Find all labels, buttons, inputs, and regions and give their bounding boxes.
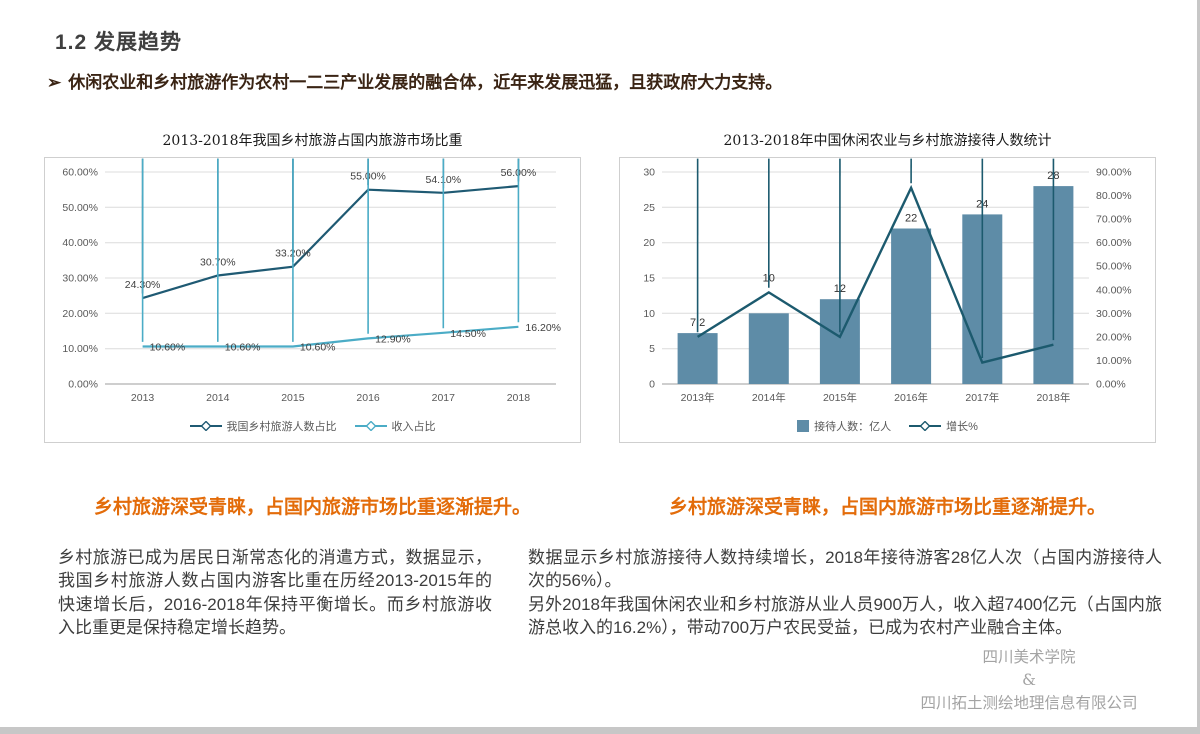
bullet-text: 休闲农业和乡村旅游作为农村一二三产业发展的融合体，近年来发展迅猛，且获政府大力支… [68, 73, 783, 92]
legend-label: 增长% [946, 421, 978, 433]
x-axis-tick-label: 2013 [131, 392, 155, 404]
y-axis-tick-label: 0.00% [68, 379, 98, 391]
left-axis-tick-label: 5 [649, 343, 655, 355]
line-series [142, 185, 519, 300]
legend-item: 我国乡村旅游人数占比 [189, 418, 337, 434]
data-label: 12.90% [375, 333, 411, 345]
right-axis-tick-label: 90.00% [1096, 167, 1132, 179]
x-axis-tick-label: 2013年 [681, 391, 715, 404]
right-axis-tick-label: 10.00% [1096, 355, 1132, 367]
legend-label: 接待人数：亿人 [814, 421, 892, 433]
right-axis-tick-label: 0.00% [1096, 379, 1126, 391]
chart-title-right: 2013-2018年中国休闲农业与乡村旅游接待人数统计 [723, 133, 1052, 149]
x-axis-tick-label: 2017年 [965, 391, 999, 404]
growth-line [696, 184, 1054, 365]
right-axis-tick-label: 20.00% [1096, 331, 1132, 343]
arrow-bullet-icon: ➢ [47, 73, 62, 92]
data-label: 10.60% [150, 342, 186, 354]
bar-data-label: 22 [905, 213, 917, 225]
watermark-line: & [1022, 671, 1036, 689]
legend-item: 增长% [909, 418, 978, 434]
reception-combo-chart: 0 5 10 15 20 25 30 0.00% 10.00% 20.00% 30.00% 40.00… [643, 158, 1132, 404]
y-axis-tick-label: 60.00% [62, 167, 98, 179]
y-axis-tick-label: 10.00% [62, 343, 98, 355]
bullet-point: ➢ 休闲农业和乡村旅游作为农村一二三产业发展的融合体，近年来发展迅猛，且获政府大力… [47, 68, 1147, 93]
body-paragraph-right: 数据显示乡村旅游接待人数持续增长，2018年接待游客28亿人次（占国内游接待人次… [528, 546, 1162, 640]
watermark: 四川美术学院 & 四川拓土测绘地理信息有限公司 [869, 646, 1189, 715]
x-axis-tick-label: 2015 [281, 392, 305, 404]
market-share-chart-block: 2013-2018年我国乡村旅游占国内旅游市场比重 0.00% 10.00% 20.… [44, 130, 581, 443]
x-axis-tick-label: 2014 [206, 392, 230, 404]
legend-line-swatch [354, 421, 387, 431]
data-label: 16.20% [525, 322, 561, 334]
y-axis-tick-label: 40.00% [62, 237, 98, 249]
right-axis-tick-label: 40.00% [1096, 284, 1132, 296]
legend-line-swatch [909, 421, 942, 431]
x-axis-tick-label: 2018年 [1036, 391, 1070, 404]
data-label: 10.60% [300, 342, 336, 354]
left-axis-tick-label: 25 [643, 202, 655, 214]
body-paragraph-left: 乡村旅游已成为居民日渐常态化的消遣方式，数据显示，我国乡村旅游人数占国内游客比重… [58, 546, 492, 640]
paragraph: 数据显示乡村旅游接待人数持续增长，2018年接待游客28亿人次（占国内游接待人次… [528, 548, 1162, 591]
chart-legend-left: 我国乡村旅游人数占比 收入占比 [45, 410, 580, 442]
paragraph: 另外2018年我国休闲农业和乡村旅游从业人员900万人，收入超7400亿元（占国… [528, 594, 1162, 638]
x-axis-tick-label: 2016 [356, 392, 380, 404]
watermark-line: 四川美术学院 [982, 648, 1076, 666]
x-axis-tick-label: 2016年 [894, 391, 928, 404]
bar [677, 333, 718, 384]
right-axis-tick-label: 70.00% [1096, 214, 1132, 226]
left-axis-tick-label: 20 [643, 237, 655, 249]
data-label: 14.50% [450, 328, 486, 340]
x-axis-tick-label: 2018 [507, 392, 531, 404]
page-title: 1.2 发展趋势 [55, 31, 183, 54]
chart-frame-right: 0 5 10 15 20 25 30 0.00% 10.00% 20.00% 30.00% 40.00… [619, 157, 1156, 443]
right-axis-tick-label: 30.00% [1096, 308, 1132, 320]
left-axis-tick-label: 15 [643, 273, 655, 285]
y-axis-tick-label: 20.00% [62, 308, 98, 320]
caption-left: 乡村旅游深受青睐，占国内旅游市场比重逐渐提升。 [93, 497, 531, 518]
line-series [142, 325, 519, 348]
right-axis-tick-label: 60.00% [1096, 237, 1132, 249]
caption-right: 乡村旅游深受青睐，占国内旅游市场比重逐渐提升。 [668, 497, 1106, 518]
left-axis-tick-label: 0 [649, 379, 655, 391]
left-axis-tick-label: 30 [643, 167, 655, 179]
legend-line-swatch [189, 421, 222, 431]
chart-legend-right: 接待人数：亿人 增长% [620, 410, 1155, 442]
legend-item: 收入占比 [354, 418, 436, 434]
legend-label: 收入占比 [391, 421, 436, 433]
y-axis-tick-label: 30.00% [62, 273, 98, 285]
legend-item: 接待人数：亿人 [797, 418, 891, 434]
x-axis-tick-label: 2015年 [823, 391, 857, 404]
market-share-line-chart: 0.00% 10.00% 20.00% 30.00% 40.00% 50.00% 60.00… [62, 158, 561, 404]
paragraph: 乡村旅游已成为居民日渐常态化的消遣方式，数据显示，我国乡村旅游人数占国内游客比重… [58, 548, 492, 638]
x-axis-tick-label: 2017 [432, 392, 456, 404]
x-axis-tick-label: 2014年 [752, 391, 786, 404]
chart-title-left: 2013-2018年我国乡村旅游占国内旅游市场比重 [162, 133, 463, 149]
data-label: 10.60% [225, 342, 261, 354]
reception-chart-block: 2013-2018年中国休闲农业与乡村旅游接待人数统计 0 5 10 15 20 25 30… [619, 130, 1156, 443]
bar [748, 313, 789, 384]
legend-label: 我国乡村旅游人数占比 [226, 421, 337, 433]
chart-frame-left: 0.00% 10.00% 20.00% 30.00% 40.00% 50.00% 60.00… [44, 157, 581, 443]
left-axis-tick-label: 10 [643, 308, 655, 320]
right-axis-tick-label: 80.00% [1096, 190, 1132, 202]
legend-bar-swatch [797, 420, 810, 432]
y-axis-tick-label: 50.00% [62, 202, 98, 214]
right-axis-tick-label: 50.00% [1096, 261, 1132, 273]
watermark-line: 四川拓土测绘地理信息有限公司 [920, 694, 1138, 712]
bar [891, 228, 932, 384]
